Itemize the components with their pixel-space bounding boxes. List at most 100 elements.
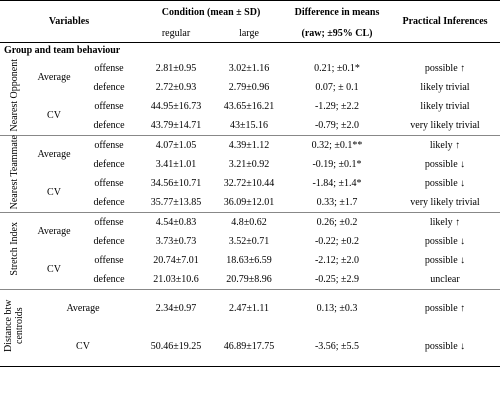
inference-cell: likely ↑ [429,139,461,151]
difference-cell: 0.13; ±0.3 [316,303,358,314]
difference-cell: 0.33; ±1.7 [316,196,358,208]
large-cell: 2.47±1.11 [228,303,270,314]
large-cell: 43±15.16 [230,119,268,131]
stat-label: Average [37,149,71,160]
phase-cell: defence [93,119,125,131]
regular-cell: 35.77±13.85 [150,196,202,208]
large-cell: 18.63±6.59 [226,254,272,266]
group-cell: Stretch Index [0,212,28,290]
inference-cell: very likely trivial [410,119,480,131]
difference-cell: 0.32; ±0.1** [311,139,363,151]
inference-cell: possible ↓ [424,177,466,189]
header-inferences: Practical Inferences [390,0,500,43]
phase-cell: offense [94,177,124,189]
large-cell: 3.52±0.71 [228,235,270,247]
inference-cell: possible ↓ [424,158,466,170]
table-body: Nearest Opponent Average offense 2.81±0.95 3… [0,58,500,367]
table-row: defence 43.79±14.71 43±15.16 -0.79; ±2.0 ver… [0,116,500,135]
group-label: Nearest Teammate [8,134,20,210]
table-row: defence 2.72±0.93 2.79±0.96 0.07; ± 0.1 like… [0,78,500,97]
stat-label: Average [37,226,71,237]
header-large: large [214,24,284,43]
phase-cell: offense [94,216,124,228]
regular-cell: 44.95±16.73 [150,100,202,112]
phase-cell: defence [93,158,125,170]
stat-label: CV [76,341,90,352]
stat-label: Average [66,303,100,314]
difference-cell: -0.25; ±2.9 [314,273,360,285]
inference-cell: likely ↑ [429,216,461,228]
difference-cell: -0.19; ±0.1* [312,158,362,170]
group-cell: Nearest Opponent [0,58,28,136]
phase-cell: defence [93,81,125,93]
regular-cell: 2.72±0.93 [155,81,197,93]
difference-cell: -3.56; ±5.5 [314,341,360,352]
stat-label: Average [37,72,71,83]
regular-cell: 34.56±10.71 [150,177,202,189]
table-row: CV offense 34.56±10.71 32.72±10.44 -1.84; ±1… [0,174,500,199]
phase-cell: offense [94,62,124,74]
phase-cell: defence [93,235,125,247]
regular-cell: 43.79±14.71 [150,119,202,131]
stat-label: CV [47,187,61,198]
large-cell: 20.79±8.96 [226,273,272,285]
table-row: defence 3.41±1.01 3.21±0.92 -0.19; ±0.1* pos… [0,155,500,174]
inference-cell: possible ↓ [424,341,466,352]
results-table: Variables Condition (mean ± SD) Differen… [0,0,500,367]
large-cell: 3.21±0.92 [228,158,270,170]
regular-cell: 21.03±10.6 [153,273,199,285]
group-cell: Distance btw centroids [0,289,28,367]
large-cell: 32.72±10.44 [223,177,275,189]
regular-cell: 4.07±1.05 [155,139,197,151]
phase-cell: defence [93,196,125,208]
large-cell: 4.39±1.12 [228,139,270,151]
table-row: Nearest Opponent Average offense 2.81±0.95 3… [0,58,500,136]
table-row: CV 50.46±19.25 46.89±17.75 -3.56; ±5.5 possi… [0,328,500,366]
regular-cell: 2.34±0.97 [155,303,197,314]
inference-cell: possible ↑ [424,62,466,74]
difference-cell: 0.26; ±0.2 [316,216,358,228]
inference-cell: likely trivial [420,100,470,112]
table-row: Nearest Teammate Average offense 4.07±1.05 4… [0,135,500,213]
table-row: defence 3.73±0.73 3.52±0.71 -0.22; ±0.2 poss… [0,232,500,251]
regular-cell: 50.46±19.25 [150,341,202,352]
header-regular: regular [138,24,214,43]
difference-cell: -0.79; ±2.0 [314,119,360,131]
large-cell: 2.79±0.96 [228,81,270,93]
large-cell: 3.02±1.16 [228,62,270,74]
header-variables: Variables [0,0,138,43]
difference-cell: -1.84; ±1.4* [312,177,362,189]
regular-cell: 3.73±0.73 [155,235,197,247]
table-row: defence 21.03±10.6 20.79±8.96 -0.25; ±2.9 un… [0,270,500,289]
large-cell: 46.89±17.75 [223,341,275,352]
regular-cell: 3.41±1.01 [155,158,197,170]
difference-cell: 0.21; ±0.1* [314,62,360,74]
phase-cell: offense [94,254,124,266]
table-row: CV offense 44.95±16.73 43.65±16.21 -1.29; ±2… [0,97,500,122]
header-condition: Condition (mean ± SD) [161,7,261,19]
difference-cell: -2.12; ±2.0 [314,254,360,266]
phase-cell: defence [93,273,125,285]
group-label: Stretch Index [8,222,20,276]
inference-cell: possible ↓ [424,235,466,247]
group-label: Distance btw centroids [3,299,25,353]
difference-cell: -1.29; ±2.2 [314,100,360,112]
table-row: Stretch Index Average offense 4.54±0.83 4.8±… [0,212,500,290]
inference-cell: unclear [430,273,460,285]
table-row: Distance btw centroids Average 2.34±0.97 2.… [0,289,500,367]
phase-cell: offense [94,100,124,112]
group-cell: Nearest Teammate [0,134,28,213]
regular-cell: 2.81±0.95 [155,62,197,74]
difference-cell: 0.07; ± 0.1 [315,81,359,93]
difference-cell: -0.22; ±0.2 [314,235,360,247]
inference-cell: very likely trivial [410,196,480,208]
table-row: CV offense 20.74±7.01 18.63±6.59 -2.12; ±2.0… [0,251,500,276]
group-label: Nearest Opponent [8,58,20,132]
stat-label: CV [47,110,61,121]
regular-cell: 4.54±0.83 [155,216,197,228]
table-row: defence 35.77±13.85 36.09±12.01 0.33; ±1.7 v… [0,193,500,212]
stat-label: CV [47,264,61,275]
section-title: Group and team behaviour [4,45,121,57]
phase-cell: offense [94,139,124,151]
